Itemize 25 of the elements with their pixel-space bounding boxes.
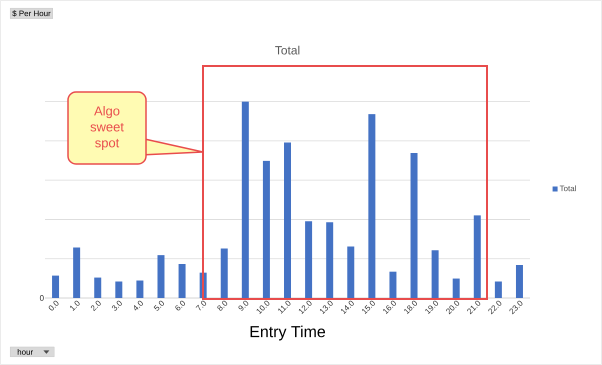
bar bbox=[494, 282, 502, 298]
bar bbox=[262, 160, 270, 298]
x-axis-title: Entry Time bbox=[250, 326, 326, 340]
bar bbox=[432, 250, 439, 298]
bar bbox=[94, 278, 102, 298]
bar bbox=[368, 114, 376, 298]
bar bbox=[389, 272, 396, 298]
bar bbox=[516, 265, 523, 298]
bar bbox=[305, 221, 312, 298]
bar bbox=[157, 255, 164, 298]
bar bbox=[242, 102, 249, 298]
annotation: Algo sweet spot bbox=[90, 106, 124, 150]
bar bbox=[284, 142, 292, 298]
bar bbox=[347, 246, 354, 298]
bar bbox=[326, 222, 334, 298]
bar bbox=[52, 276, 60, 298]
bar bbox=[115, 282, 122, 298]
bar bbox=[220, 248, 228, 298]
bar bbox=[474, 215, 481, 298]
bar bbox=[178, 264, 186, 298]
bar bbox=[452, 278, 460, 298]
bar bbox=[136, 280, 144, 298]
bar bbox=[73, 248, 80, 298]
bar bbox=[410, 153, 418, 298]
chart-title: Total bbox=[275, 46, 300, 54]
